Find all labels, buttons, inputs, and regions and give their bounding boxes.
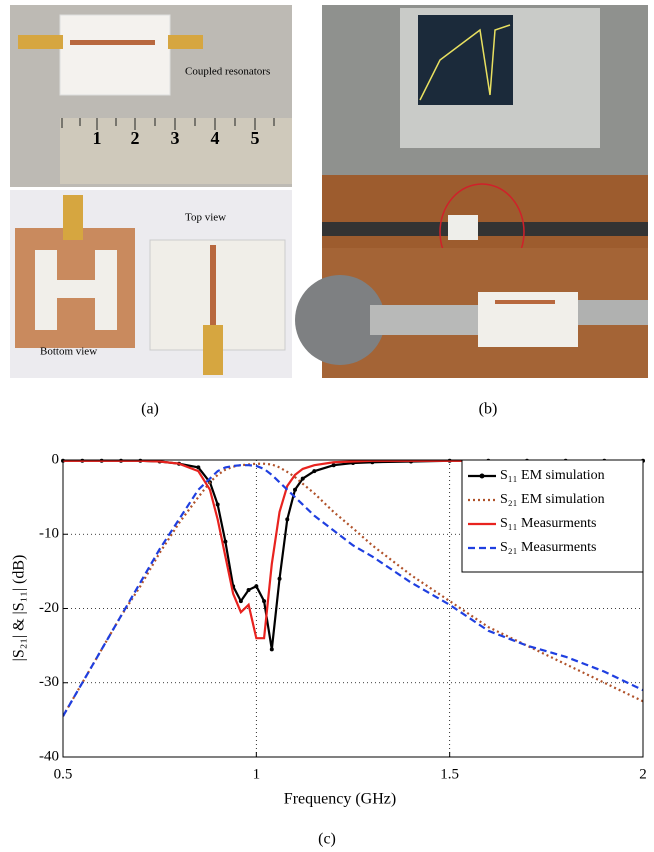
y-tick-label: -20 bbox=[39, 600, 59, 616]
ruler-mark: 4 bbox=[211, 128, 220, 148]
legend-box bbox=[461, 459, 644, 573]
y-tick-label: 0 bbox=[52, 451, 60, 467]
series-line bbox=[63, 464, 643, 717]
annotation: Coupled resonators bbox=[185, 66, 270, 78]
data-point bbox=[254, 584, 259, 589]
x-axis-label: Frequency (GHz) bbox=[284, 791, 396, 808]
y-tick-label: -40 bbox=[39, 748, 59, 764]
data-point bbox=[269, 647, 274, 652]
data-point bbox=[215, 502, 220, 507]
panel-label: (b) bbox=[479, 401, 498, 418]
data-point bbox=[262, 599, 267, 604]
data-point bbox=[246, 587, 251, 592]
data-point bbox=[285, 517, 290, 522]
legend-marker bbox=[479, 473, 485, 479]
series-line bbox=[63, 462, 643, 717]
ruler-mark: 2 bbox=[131, 128, 140, 148]
panel-label: (a) bbox=[141, 401, 159, 418]
data-point bbox=[293, 487, 297, 492]
ruler-mark: 5 bbox=[251, 128, 260, 148]
data-point bbox=[312, 469, 317, 474]
ruler-mark: 3 bbox=[171, 128, 180, 148]
y-tick-label: -10 bbox=[39, 526, 59, 542]
x-tick-label: 1 bbox=[253, 766, 261, 782]
annotation: Bottom view bbox=[40, 346, 97, 358]
data-point bbox=[277, 576, 282, 581]
legend-label: S₂₁ Measurments bbox=[500, 540, 596, 555]
panel-label: (c) bbox=[318, 831, 336, 848]
data-point bbox=[223, 539, 228, 544]
y-axis-label: |S₂₁| & |S₁₁| (dB) bbox=[11, 555, 28, 662]
data-point bbox=[331, 463, 336, 468]
photo-a: Coupled resonators Top view Bottom view … bbox=[10, 5, 292, 378]
photo-b bbox=[295, 5, 648, 378]
series-line bbox=[63, 460, 643, 640]
x-tick-label: 2 bbox=[639, 766, 647, 782]
data-point bbox=[238, 599, 243, 604]
legend-label: S₂₁ EM simulation bbox=[500, 492, 605, 507]
annotation: Top view bbox=[185, 212, 226, 224]
legend-label: S₁₁ EM simulation bbox=[500, 468, 605, 483]
ruler-mark: 1 bbox=[93, 128, 102, 148]
data-point bbox=[300, 476, 305, 481]
y-tick-label: -30 bbox=[39, 674, 59, 690]
x-tick-label: 1.5 bbox=[440, 766, 459, 782]
x-tick-label: 0.5 bbox=[54, 766, 73, 782]
plot-frame bbox=[62, 459, 644, 758]
data-point bbox=[196, 465, 201, 470]
legend-label: S₁₁ Measurments bbox=[500, 516, 596, 531]
